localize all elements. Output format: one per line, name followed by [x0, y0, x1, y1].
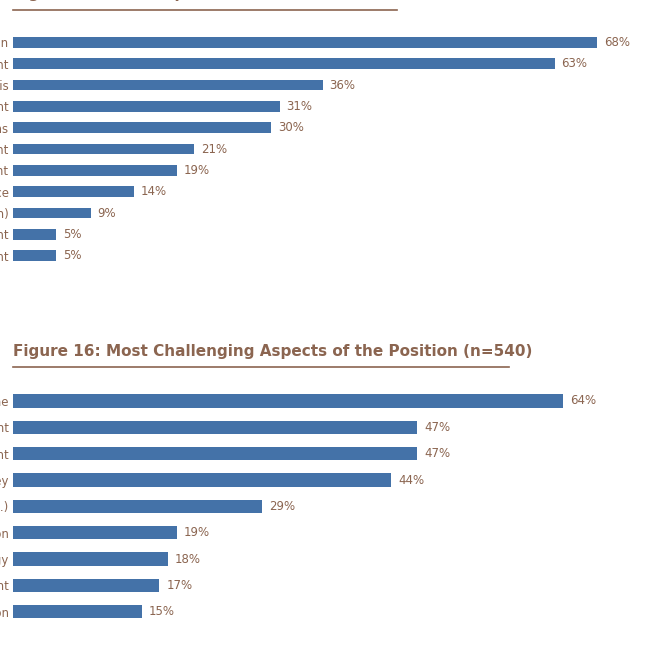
Bar: [13, 229, 56, 239]
Bar: [13, 605, 142, 618]
Text: 44%: 44%: [398, 474, 424, 487]
Text: 15%: 15%: [149, 606, 175, 618]
Text: 63%: 63%: [562, 57, 587, 70]
Bar: [13, 186, 134, 197]
Text: Figure 15: Most Important Skills (n=543): Figure 15: Most Important Skills (n=543): [13, 0, 365, 1]
Bar: [13, 500, 262, 513]
Bar: [13, 421, 417, 434]
Bar: [13, 395, 563, 408]
Text: 14%: 14%: [140, 186, 166, 199]
Bar: [13, 447, 417, 460]
Text: 47%: 47%: [424, 447, 450, 460]
Bar: [13, 208, 91, 219]
Text: 5%: 5%: [63, 228, 82, 241]
Bar: [13, 579, 160, 592]
Text: 36%: 36%: [329, 79, 356, 92]
Text: 18%: 18%: [175, 552, 201, 565]
Text: 5%: 5%: [63, 249, 82, 262]
Text: 47%: 47%: [424, 421, 450, 434]
Bar: [13, 37, 597, 48]
Text: 29%: 29%: [269, 500, 295, 513]
Bar: [13, 144, 194, 154]
Bar: [13, 80, 323, 90]
Bar: [13, 58, 554, 69]
Text: 21%: 21%: [201, 143, 227, 156]
Text: 17%: 17%: [166, 579, 193, 592]
Bar: [13, 552, 168, 566]
Bar: [13, 165, 176, 176]
Text: 68%: 68%: [605, 36, 630, 49]
Bar: [13, 101, 280, 112]
Text: 30%: 30%: [278, 121, 304, 134]
Bar: [13, 251, 56, 261]
Text: 31%: 31%: [287, 100, 313, 113]
Text: Figure 16: Most Challenging Aspects of the Position (n=540): Figure 16: Most Challenging Aspects of t…: [13, 343, 533, 358]
Bar: [13, 123, 271, 133]
Text: 19%: 19%: [183, 164, 209, 177]
Text: 64%: 64%: [570, 395, 596, 408]
Text: 19%: 19%: [183, 526, 209, 539]
Bar: [13, 526, 176, 539]
Text: 9%: 9%: [97, 206, 116, 219]
Bar: [13, 473, 391, 487]
